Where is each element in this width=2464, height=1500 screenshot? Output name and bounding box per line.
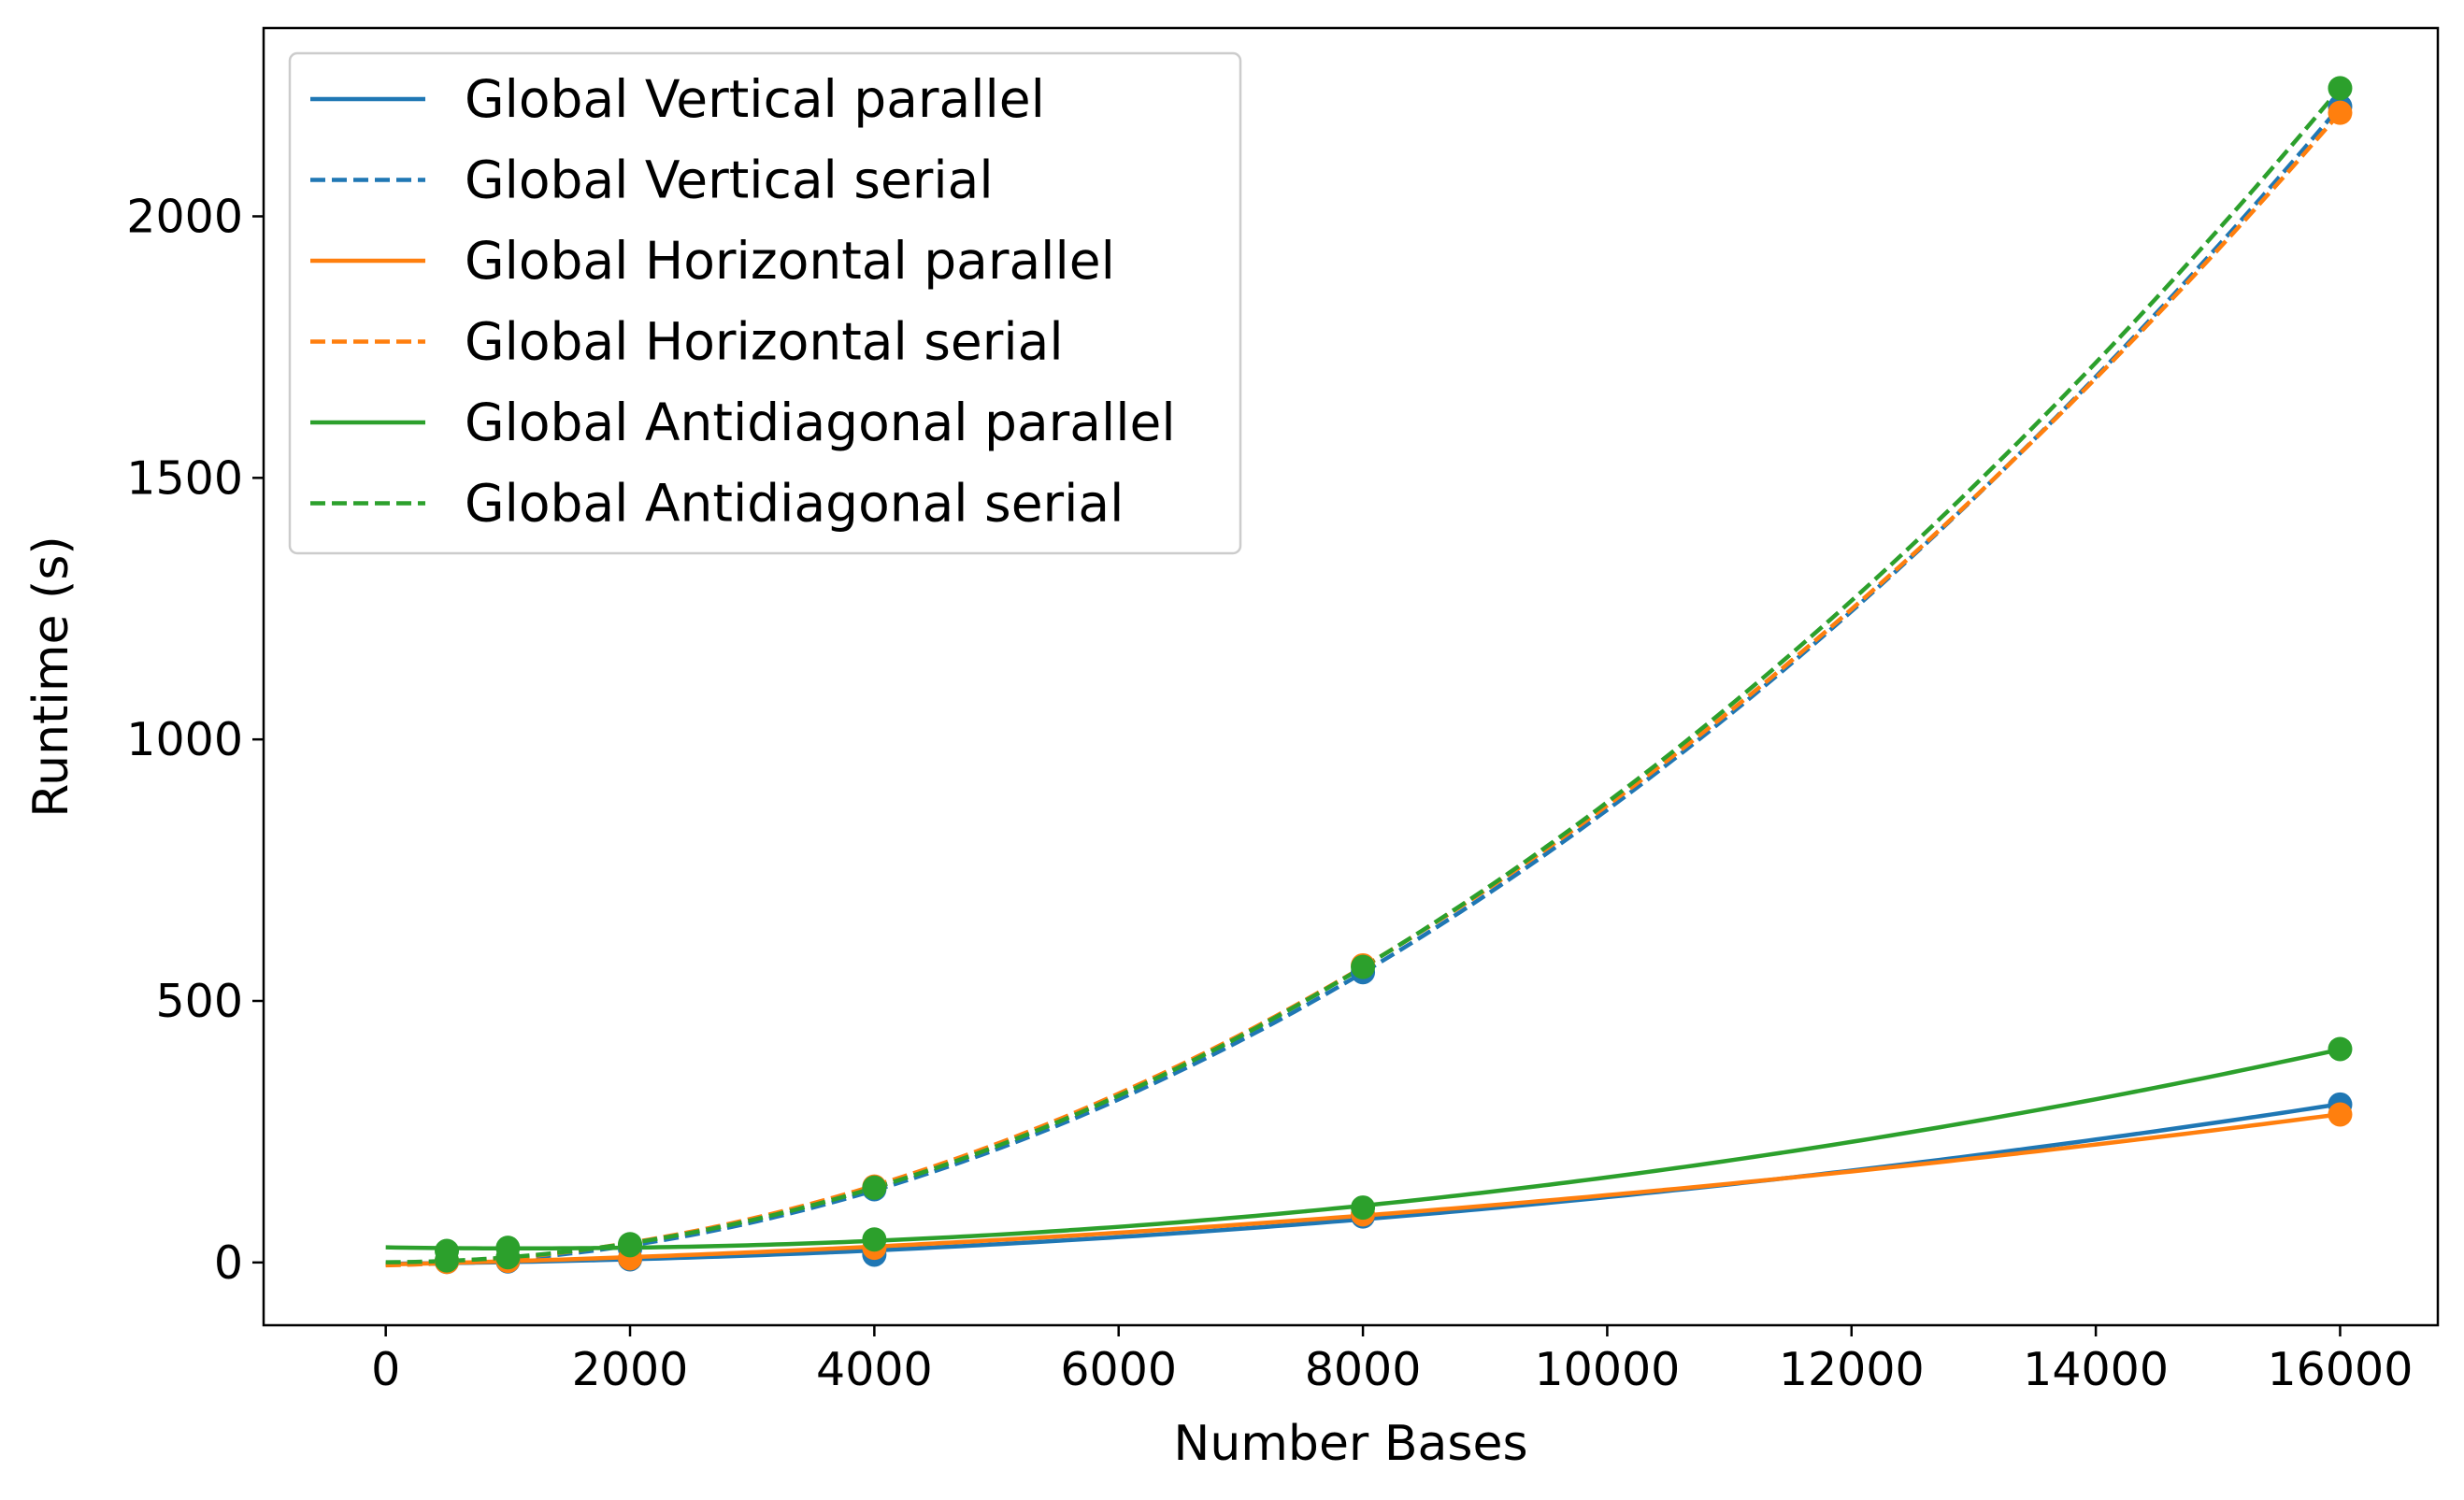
x-tick-label: 0 (371, 1343, 400, 1396)
x-tick-label: 16000 (2268, 1343, 2414, 1396)
plot-frame (262, 26, 2440, 1327)
y-tick-label: 1500 (126, 451, 243, 505)
series-line-2 (385, 1111, 2341, 1267)
legend-label: Global Vertical parallel (465, 69, 1045, 129)
series-line-0 (385, 1102, 2341, 1266)
legend-label: Global Horizontal serial (465, 312, 1064, 372)
data-point-5 (2328, 76, 2353, 101)
legend: Global Vertical parallel Global Vertical … (288, 51, 1242, 555)
legend-label: Global Horizontal parallel (465, 231, 1115, 291)
x-tick-label: 4000 (816, 1343, 933, 1396)
data-point-4 (2328, 1036, 2353, 1062)
legend-label: Global Antidiagonal parallel (465, 393, 1176, 452)
legend-entries: Global Vertical parallel Global Vertical … (310, 69, 1176, 534)
x-tick-label: 2000 (572, 1343, 689, 1396)
data-point-5 (1351, 954, 1376, 979)
x-axis-ticks: 0 2000 4000 6000 8000 10000 12000 14000 16000 (371, 1325, 2413, 1396)
data-point-2 (2328, 1102, 2353, 1127)
y-axis-label: Runtime (s) (23, 536, 79, 817)
y-tick-label: 2000 (126, 190, 243, 243)
data-point-5 (495, 1245, 521, 1270)
x-axis-label: Number Bases (1173, 1416, 1527, 1472)
x-tick-label: 10000 (1534, 1343, 1680, 1396)
data-point-5 (862, 1175, 887, 1200)
x-tick-label: 8000 (1305, 1343, 1422, 1396)
data-point-3 (2328, 100, 2353, 125)
legend-label: Global Antidiagonal serial (465, 474, 1124, 534)
x-tick-label: 14000 (2023, 1343, 2169, 1396)
y-tick-label: 500 (155, 975, 243, 1028)
chart-marks (385, 76, 2353, 1275)
x-tick-label: 6000 (1060, 1343, 1177, 1396)
legend-label: Global Vertical serial (465, 150, 994, 210)
legend-box (288, 51, 1242, 555)
data-point-4 (862, 1227, 887, 1252)
y-axis-ticks: 0 500 1000 1500 2000 (126, 190, 264, 1290)
data-point-5 (618, 1232, 643, 1257)
data-point-4 (1351, 1195, 1376, 1221)
data-point-5 (435, 1248, 460, 1273)
y-tick-label: 0 (214, 1236, 243, 1290)
y-tick-label: 1000 (126, 713, 243, 766)
x-tick-label: 12000 (1779, 1343, 1925, 1396)
